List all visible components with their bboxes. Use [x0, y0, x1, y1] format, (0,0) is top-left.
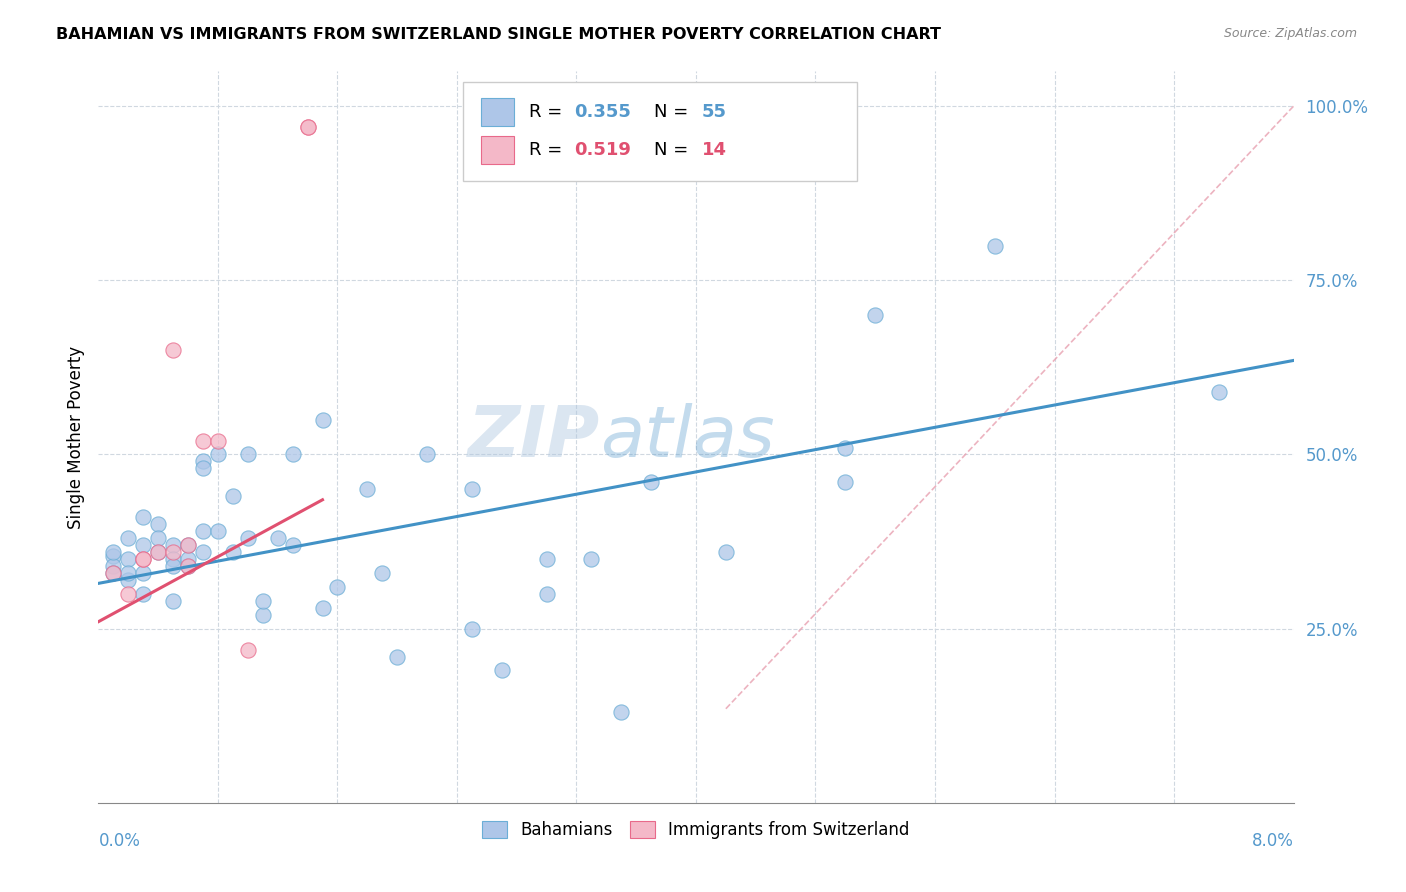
Point [117, 573, 139, 587]
Text: 14: 14 [702, 141, 727, 160]
Point [103, 558, 125, 573]
Point [252, 594, 274, 608]
Point [984, 238, 1007, 252]
Text: R =: R = [529, 141, 568, 160]
Point [491, 664, 513, 678]
Point [371, 566, 394, 580]
Point [177, 552, 200, 566]
Point [236, 642, 259, 657]
Point [536, 587, 558, 601]
Point [252, 607, 274, 622]
Point [222, 489, 245, 503]
Point [132, 510, 155, 524]
Point [834, 475, 856, 490]
Point [132, 552, 155, 566]
Point [461, 483, 484, 497]
Point [834, 441, 856, 455]
Point [162, 538, 184, 552]
Point [207, 448, 229, 462]
Text: N =: N = [654, 103, 695, 121]
Point [162, 594, 184, 608]
Text: 55: 55 [702, 103, 727, 121]
Point [117, 531, 139, 545]
Point [610, 705, 633, 719]
Point [297, 120, 319, 134]
Point [267, 531, 290, 545]
Text: ZIP: ZIP [468, 402, 600, 472]
Point [297, 120, 319, 134]
Point [311, 412, 333, 426]
Point [177, 558, 200, 573]
FancyBboxPatch shape [481, 98, 515, 127]
Point [162, 343, 184, 357]
Point [536, 552, 558, 566]
Text: 0.355: 0.355 [574, 103, 631, 121]
Point [640, 475, 662, 490]
Point [132, 552, 155, 566]
Point [461, 622, 484, 636]
Point [326, 580, 349, 594]
Point [236, 448, 259, 462]
FancyBboxPatch shape [481, 136, 515, 164]
Point [416, 448, 439, 462]
FancyBboxPatch shape [463, 82, 858, 181]
Point [162, 558, 184, 573]
Legend: Bahamians, Immigrants from Switzerland: Bahamians, Immigrants from Switzerland [475, 814, 917, 846]
Point [281, 538, 304, 552]
Point [714, 545, 737, 559]
Point [103, 566, 125, 580]
Point [191, 454, 214, 468]
Point [281, 448, 304, 462]
Point [1208, 384, 1230, 399]
Text: R =: R = [529, 103, 568, 121]
Point [222, 545, 245, 559]
Point [117, 587, 139, 601]
Point [191, 545, 214, 559]
Point [103, 549, 125, 563]
Point [117, 566, 139, 580]
Y-axis label: Single Mother Poverty: Single Mother Poverty [66, 345, 84, 529]
Text: atlas: atlas [600, 402, 775, 472]
Text: 0.519: 0.519 [574, 141, 631, 160]
Point [162, 545, 184, 559]
Point [311, 600, 333, 615]
Point [148, 545, 170, 559]
Text: BAHAMIAN VS IMMIGRANTS FROM SWITZERLAND SINGLE MOTHER POVERTY CORRELATION CHART: BAHAMIAN VS IMMIGRANTS FROM SWITZERLAND … [56, 27, 941, 42]
Point [207, 434, 229, 448]
Point [385, 649, 409, 664]
Point [191, 434, 214, 448]
Point [148, 517, 170, 532]
Point [236, 531, 259, 545]
Point [132, 587, 155, 601]
Point [103, 545, 125, 559]
Point [191, 461, 214, 475]
Point [103, 566, 125, 580]
Point [148, 545, 170, 559]
Point [177, 558, 200, 573]
Point [714, 120, 737, 134]
Text: 0.0%: 0.0% [98, 832, 141, 850]
Point [177, 538, 200, 552]
Point [581, 552, 603, 566]
Point [162, 552, 184, 566]
Point [132, 538, 155, 552]
Text: 8.0%: 8.0% [1251, 832, 1294, 850]
Point [148, 531, 170, 545]
Point [177, 538, 200, 552]
Text: Source: ZipAtlas.com: Source: ZipAtlas.com [1223, 27, 1357, 40]
Point [191, 524, 214, 538]
Point [356, 483, 378, 497]
Point [132, 566, 155, 580]
Point [207, 524, 229, 538]
Point [865, 308, 887, 322]
Text: N =: N = [654, 141, 695, 160]
Point [117, 552, 139, 566]
